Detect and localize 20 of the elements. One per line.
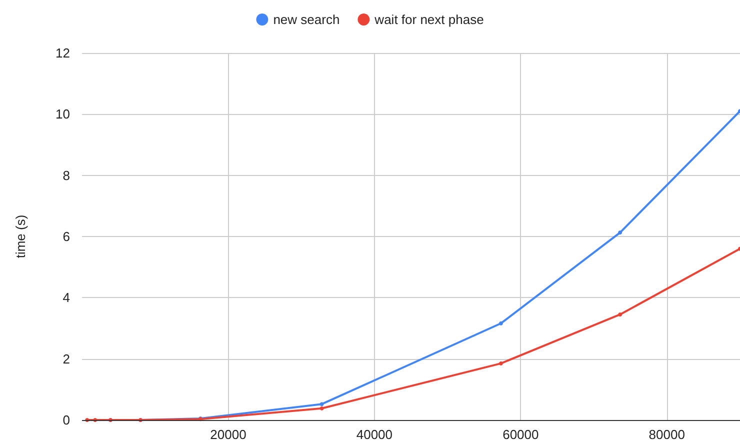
y-tick-label: 6 <box>62 229 70 244</box>
point <box>618 230 622 235</box>
y-axis-title: time (s) <box>13 214 28 258</box>
point <box>498 321 503 326</box>
point <box>320 406 324 410</box>
x-tick-label: 60000 <box>502 427 539 442</box>
legend-label: wait for next phase <box>374 12 484 27</box>
point <box>320 402 324 406</box>
y-tick-label: 4 <box>62 290 70 306</box>
legend-label: new search <box>273 12 340 27</box>
y-tick-label: 10 <box>56 106 70 122</box>
y-tick-label: 8 <box>62 168 70 183</box>
y-tick-label: 12 <box>56 46 70 60</box>
y-tick-label: 0 <box>62 412 70 428</box>
point <box>618 312 622 316</box>
point <box>498 361 503 366</box>
y-tick-label: 2 <box>62 351 70 366</box>
x-tick-label: 80000 <box>648 427 685 442</box>
x-tick-label: 40000 <box>356 427 393 442</box>
x-tick-label: 20000 <box>210 427 246 442</box>
